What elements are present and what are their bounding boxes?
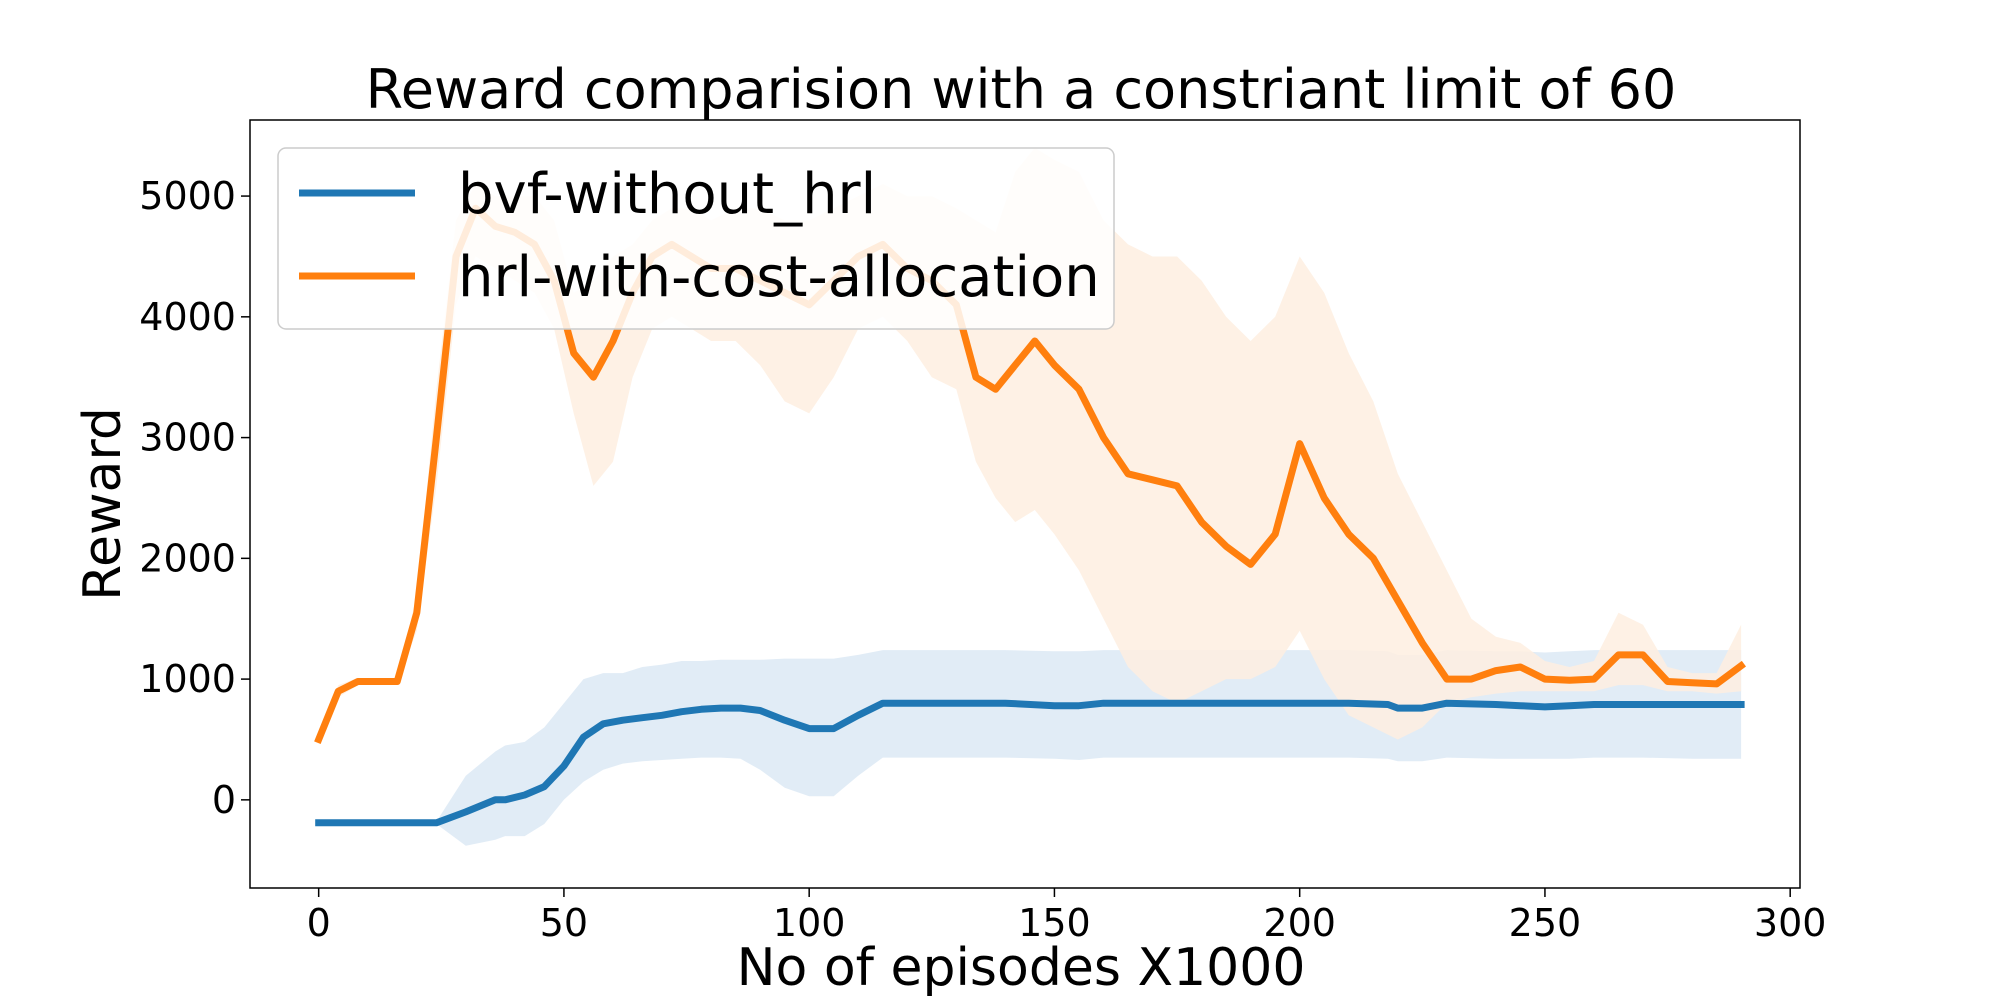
x-tick-label: 200 bbox=[1263, 901, 1336, 945]
chart-title: Reward comparision with a constriant lim… bbox=[366, 58, 1677, 121]
legend-label-1: bvf-without_hrl bbox=[458, 162, 876, 227]
y-tick-label: 4000 bbox=[139, 295, 236, 339]
plot-frame bbox=[249, 119, 1801, 889]
x-tick-label: 150 bbox=[1018, 901, 1091, 945]
x-tick-label: 250 bbox=[1509, 901, 1582, 945]
x-tick-label: 100 bbox=[773, 901, 846, 945]
legend-label-2: hrl-with-cost-allocation bbox=[458, 245, 1100, 310]
x-axis-label: No of episodes X1000 bbox=[737, 938, 1306, 998]
y-tick-label: 0 bbox=[212, 778, 236, 822]
y-tick-label: 3000 bbox=[139, 416, 236, 460]
y-axis-ticks: 0 1000 2000 3000 4000 5000 bbox=[139, 174, 250, 822]
x-tick-label: 50 bbox=[540, 901, 588, 945]
x-axis-ticks: 0 50 100 150 200 250 300 bbox=[307, 888, 1827, 945]
x-tick-label: 0 bbox=[307, 901, 331, 945]
chart-title-group: Reward comparision with a constriant lim… bbox=[366, 58, 1677, 121]
series-line-1 bbox=[315, 699, 1745, 827]
legend-box bbox=[277, 147, 1115, 330]
x-tick-label: 300 bbox=[1754, 901, 1827, 945]
y-axis-label: Reward bbox=[73, 407, 133, 601]
y-tick-label: 2000 bbox=[139, 536, 236, 580]
legend: bvf-without_hrl hrl-with-cost-allocation bbox=[277, 147, 1115, 330]
y-tick-label: 5000 bbox=[139, 174, 236, 218]
y-tick-label: 1000 bbox=[139, 657, 236, 701]
